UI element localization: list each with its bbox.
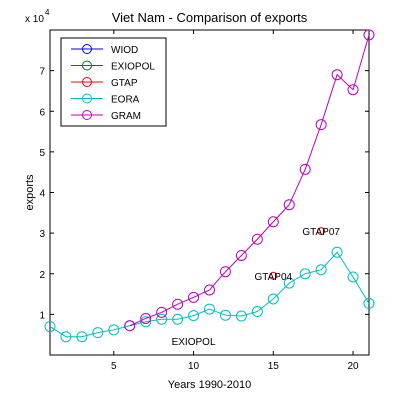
legend: WIOD EXIOPOL GTAP EORA GRAM [60, 37, 167, 127]
data-point [235, 310, 247, 322]
annotation-label: GTAP07 [302, 227, 340, 238]
data-point [283, 199, 295, 211]
data-point [219, 309, 231, 321]
data-point [363, 29, 375, 41]
legend-marker [82, 60, 92, 71]
data-point [283, 277, 295, 289]
data-point [347, 271, 359, 283]
legend-marker [82, 93, 92, 104]
data-point [269, 271, 278, 280]
x-tick-label: 5 [111, 361, 117, 372]
data-point [60, 331, 72, 343]
chart-title: Viet Nam - Comparison of exports [112, 10, 308, 25]
legend-label: GRAM [111, 111, 141, 122]
x-tick-label: 15 [268, 361, 280, 372]
data-point [315, 264, 327, 276]
data-point [76, 331, 88, 343]
series-gtap [269, 227, 326, 280]
data-point [92, 327, 104, 339]
x-axis-label: Years 1990-2010 [168, 379, 251, 391]
data-point [251, 233, 263, 245]
data-point [363, 297, 375, 309]
y-multiplier-exponent: 4 [45, 8, 50, 17]
legend-label: EORA [111, 95, 140, 106]
x-tick-label: 10 [188, 361, 200, 372]
annotation-label: EXIOPOL [172, 337, 216, 348]
data-point [108, 324, 120, 336]
data-point [317, 227, 326, 236]
annotation-label: GTAP04 [254, 272, 292, 283]
y-tick-label: 3 [39, 229, 45, 240]
data-point [140, 316, 152, 328]
y-tick-label: 6 [39, 107, 45, 118]
legend-entry: EXIOPOL [71, 60, 155, 73]
data-point [299, 268, 311, 280]
data-point [235, 249, 247, 261]
data-point [140, 312, 152, 324]
legend-marker [82, 44, 92, 54]
series-line [129, 34, 370, 327]
data-point [331, 246, 343, 258]
annotation-layer: GTAP04 GTAP07 EXIOPOL [172, 227, 341, 348]
data-point [267, 293, 279, 305]
series-eora [44, 246, 375, 343]
data-point [124, 320, 136, 332]
x-tick-label: 20 [347, 361, 359, 372]
y-tick-label: 5 [39, 148, 45, 159]
series-layer [44, 29, 375, 343]
series-gram [124, 29, 375, 332]
data-point [347, 84, 359, 96]
legend-entry: WIOD [71, 44, 138, 56]
data-point [156, 313, 168, 325]
legend-marker [82, 110, 92, 120]
y-tick-label: 4 [39, 189, 45, 200]
data-point [172, 313, 184, 325]
data-point [331, 69, 343, 81]
data-point [299, 163, 311, 175]
axis-ticks: 5 10 15 20 1 2 3 4 5 6 7 [39, 30, 369, 372]
data-point [156, 306, 168, 318]
legend-marker [82, 77, 92, 87]
y-axis-label: exports [24, 174, 36, 211]
y-multiplier-label: x 10 [25, 14, 44, 25]
data-point [188, 291, 200, 303]
data-point [204, 303, 215, 315]
data-point [315, 119, 327, 131]
data-point [251, 306, 263, 318]
legend-entry: GTAP [71, 77, 138, 89]
data-point [219, 266, 231, 278]
data-point [188, 310, 200, 322]
data-point [204, 284, 215, 296]
legend-label: GTAP [111, 78, 138, 89]
y-tick-label: 7 [39, 67, 45, 78]
y-tick-label: 2 [39, 270, 45, 281]
legend-entry: EORA [71, 93, 140, 106]
legend-label: WIOD [111, 45, 138, 56]
legend-label: EXIOPOL [111, 62, 155, 73]
legend-entry: GRAM [71, 110, 141, 122]
data-point [44, 321, 56, 333]
y-tick-label: 1 [39, 310, 45, 321]
data-point [267, 216, 279, 228]
data-point [172, 298, 184, 310]
